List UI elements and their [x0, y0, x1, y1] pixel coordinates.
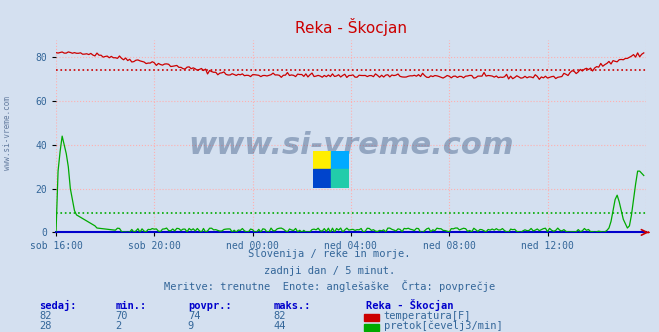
Text: 28: 28	[40, 321, 52, 331]
Text: sedaj:: sedaj:	[40, 300, 77, 311]
Text: pretok[čevelj3/min]: pretok[čevelj3/min]	[384, 320, 502, 331]
Text: www.si-vreme.com: www.si-vreme.com	[3, 96, 13, 170]
Text: zadnji dan / 5 minut.: zadnji dan / 5 minut.	[264, 266, 395, 276]
Text: 2: 2	[115, 321, 121, 331]
Bar	[313, 151, 331, 169]
Text: 82: 82	[40, 311, 52, 321]
Title: Reka - Škocjan: Reka - Škocjan	[295, 18, 407, 36]
Bar	[331, 169, 349, 188]
Text: min.:: min.:	[115, 301, 146, 311]
Text: 44: 44	[273, 321, 286, 331]
Text: 9: 9	[188, 321, 194, 331]
Text: Slovenija / reke in morje.: Slovenija / reke in morje.	[248, 249, 411, 259]
Text: www.si-vreme.com: www.si-vreme.com	[188, 131, 514, 160]
Text: 70: 70	[115, 311, 128, 321]
Text: povpr.:: povpr.:	[188, 301, 231, 311]
Text: Reka - Škocjan: Reka - Škocjan	[366, 299, 453, 311]
Text: temperatura[F]: temperatura[F]	[384, 311, 471, 321]
Text: 82: 82	[273, 311, 286, 321]
Text: maks.:: maks.:	[273, 301, 311, 311]
Text: 74: 74	[188, 311, 200, 321]
Bar	[313, 169, 331, 188]
Bar	[331, 151, 349, 169]
Text: Meritve: trenutne  Enote: anglešaške  Črta: povprečje: Meritve: trenutne Enote: anglešaške Črta…	[164, 281, 495, 292]
